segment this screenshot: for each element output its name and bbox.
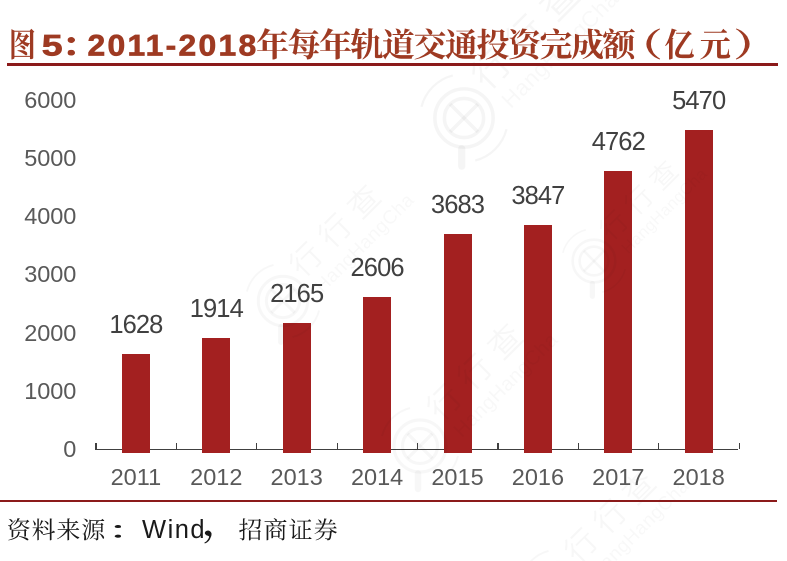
svg-text:2011-2018: 2011-2018 [88, 29, 259, 62]
svg-text:5: 5 [42, 29, 63, 62]
svg-text:Wind: Wind [142, 516, 206, 544]
